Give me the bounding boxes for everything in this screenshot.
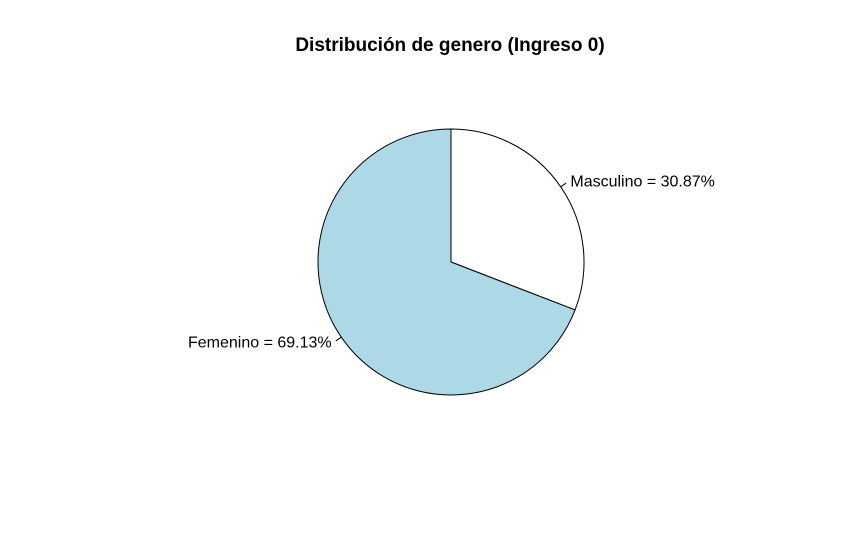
chart-title: Distribución de genero (Ingreso 0) bbox=[295, 35, 604, 56]
pie-slice-1 bbox=[317, 128, 576, 396]
leader-lines bbox=[335, 182, 567, 342]
leader-line-0 bbox=[560, 182, 567, 188]
slice-label-0: Masculino = 30.87% bbox=[570, 174, 715, 191]
leader-line-1 bbox=[335, 336, 342, 342]
slice-label-1: Femenino = 69.13% bbox=[188, 334, 332, 351]
pie-slice-0 bbox=[450, 128, 585, 311]
slice-labels: Masculino = 30.87% Femenino = 69.13% bbox=[188, 174, 715, 352]
pie bbox=[317, 128, 585, 396]
